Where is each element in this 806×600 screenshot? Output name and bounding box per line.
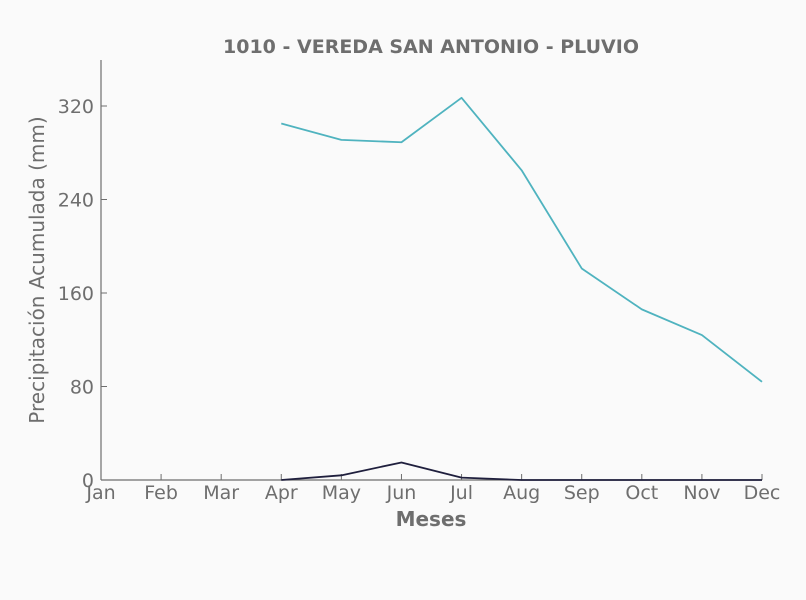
plot-area: 0 80 160 240 320 Jan Feb Mar Apr May Jun Jul Aug Sep… <box>58 60 780 504</box>
y-tick-label: 80 <box>70 377 94 399</box>
x-tick-label: Feb <box>144 482 178 504</box>
x-axis-ticks: Jan Feb Mar Apr May Jun Jul Aug Sep Oct Nov Dec <box>85 474 780 504</box>
x-tick-label: Jan <box>85 482 115 504</box>
x-axis-label: Meses <box>396 507 467 531</box>
series-lines <box>281 96 763 481</box>
x-tick-label: Jul <box>449 482 473 504</box>
y-tick-label: 160 <box>58 283 94 305</box>
y-axis-label: Precipitación Acumulada (mm) <box>25 116 49 423</box>
series-line-1 <box>281 96 763 383</box>
x-tick-label: Dec <box>744 482 781 504</box>
series-line-2 <box>281 461 762 481</box>
x-tick-label: Jun <box>386 482 417 504</box>
x-tick-label: Aug <box>503 482 540 504</box>
x-tick-label: Apr <box>265 482 298 504</box>
chart-title: 1010 - VEREDA SAN ANTONIO - PLUVIO <box>223 36 639 58</box>
y-axis-ticks: 0 80 160 240 320 <box>58 96 107 492</box>
x-tick-label: Sep <box>564 482 600 504</box>
x-tick-label: Mar <box>203 482 239 504</box>
y-tick-label: 0 <box>82 470 94 492</box>
y-tick-label: 240 <box>58 190 94 212</box>
y-tick-label: 320 <box>58 96 94 118</box>
x-tick-label: May <box>322 482 361 504</box>
x-tick-label: Oct <box>625 482 658 504</box>
x-tick-label: Nov <box>683 482 720 504</box>
